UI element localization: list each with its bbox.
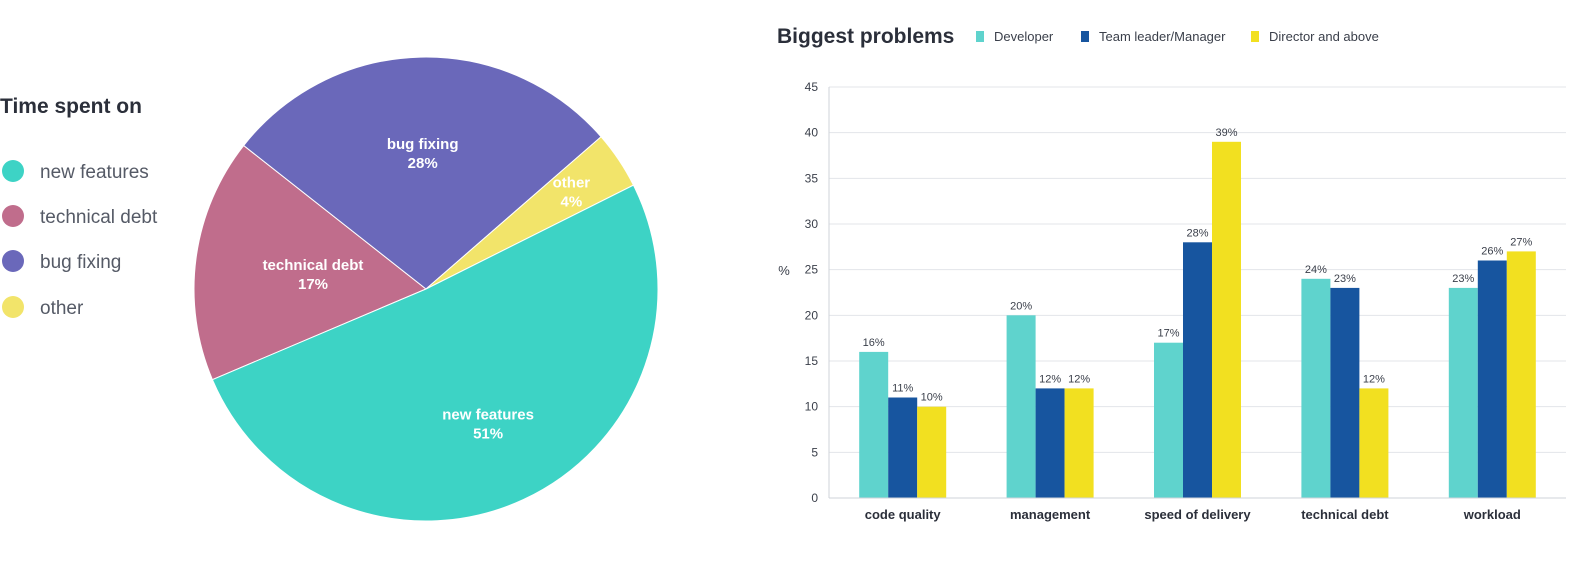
pie-legend-marker-other [2, 296, 24, 318]
bar-code-quality-director-and-above [917, 406, 947, 498]
pie-slice-value-label: 28% [408, 155, 438, 172]
bar-value-label: 10% [921, 392, 943, 404]
bar-value-label: 26% [1481, 246, 1503, 258]
bar-chart-title: Biggest problems [777, 25, 954, 48]
pie-legend-label-bug-fixing: bug fixing [40, 252, 121, 273]
bar-code-quality-team-leader-manager [888, 397, 918, 498]
pie-legend-label-technical-debt: technical debt [40, 207, 158, 228]
x-tick-label: technical debt [1301, 507, 1389, 522]
pie-slice-label: bug fixing [387, 136, 459, 153]
bar-technical-debt-team-leader-manager [1330, 287, 1360, 498]
bar-value-label: 39% [1215, 127, 1237, 139]
bar-value-label: 12% [1363, 373, 1385, 385]
pie-slice-value-label: 4% [561, 194, 583, 211]
bar-value-label: 24% [1305, 264, 1327, 276]
bar-chart: Biggest problems Developer Team leader/Ma… [777, 25, 1566, 522]
bar-value-label: 17% [1157, 328, 1179, 340]
y-tick-label: 10 [805, 400, 819, 414]
y-tick-label: 5 [811, 445, 818, 459]
bar-value-label: 23% [1452, 273, 1474, 285]
y-axis-label: % [778, 263, 790, 278]
bar-speed-of-delivery-team-leader-manager [1183, 242, 1212, 498]
bar-technical-debt-director-and-above [1359, 388, 1389, 498]
pie-legend-label-new-features: new features [40, 162, 149, 183]
x-tick-label: speed of delivery [1144, 507, 1251, 522]
bar-management-developer [1006, 315, 1036, 498]
pie-slice-bug-fixing [242, 56, 602, 290]
y-tick-label: 0 [811, 491, 818, 505]
bar-value-label: 20% [1010, 300, 1032, 312]
pie-slice-label: new features [442, 406, 534, 423]
y-tick-label: 15 [805, 354, 819, 368]
pie-legend-label-other: other [40, 298, 84, 319]
pie-slice-value-label: 17% [298, 276, 328, 293]
bar-legend-label-director-and-above: Director and above [1269, 29, 1379, 44]
bar-legend-marker-director-and-above [1251, 31, 1259, 42]
y-tick-label: 35 [805, 171, 819, 185]
bar-legend-label-developer: Developer [994, 29, 1054, 44]
bar-code-quality-developer [859, 351, 889, 498]
bar-legend-marker-team-leader-manager [1081, 31, 1089, 42]
y-tick-label: 20 [805, 308, 819, 322]
pie-legend: new features technical debt bug fixing othe… [2, 160, 158, 319]
bar-series [859, 141, 1536, 499]
y-tick-label: 45 [805, 80, 819, 94]
y-tick-label: 40 [805, 126, 819, 140]
pie-slice-technical-debt [193, 144, 427, 381]
bar-management-team-leader-manager [1035, 388, 1065, 498]
bar-workload-team-leader-manager [1477, 260, 1507, 498]
pie-slice-value-label: 51% [473, 425, 503, 442]
bar-management-director-and-above [1064, 388, 1094, 498]
pie-legend-marker-bug-fixing [2, 250, 24, 272]
pie-slices [193, 56, 659, 522]
bar-legend-label-team-leader-manager: Team leader/Manager [1099, 29, 1226, 44]
pie-slice-new-features [211, 184, 659, 522]
bar-workload-developer [1448, 287, 1478, 498]
bar-workload-director-and-above [1506, 251, 1536, 498]
pie-chart-title: Time spent on [0, 95, 142, 118]
bar-value-label: 12% [1039, 373, 1061, 385]
x-tick-label: management [1010, 507, 1091, 522]
pie-legend-marker-new-features [2, 160, 24, 182]
x-tick-label: code quality [865, 507, 942, 522]
bar-technical-debt-developer [1301, 278, 1331, 498]
x-axis: code quality management speed of delivery t… [829, 497, 1566, 522]
pie-data-labels: technical debt 17% bug fixing 28% other 4% new… [263, 136, 591, 442]
pie-legend-marker-technical-debt [2, 205, 24, 227]
bar-legend: Developer Team leader/Manager Director and… [976, 29, 1379, 44]
pie-slice-label: technical debt [263, 257, 364, 274]
bar-value-label: 12% [1068, 373, 1090, 385]
y-tick-label: 25 [805, 263, 819, 277]
bar-speed-of-delivery-director-and-above [1212, 141, 1241, 499]
bar-value-label: 28% [1186, 227, 1208, 239]
y-tick-label: 30 [805, 217, 819, 231]
bar-value-label: 11% [892, 383, 913, 395]
x-tick-label: workload [1463, 507, 1521, 522]
bar-value-label: 23% [1334, 273, 1356, 285]
bar-value-label: 16% [863, 337, 885, 349]
bar-speed-of-delivery-developer [1154, 342, 1183, 498]
pie-slice-label: other [553, 175, 591, 192]
bar-legend-marker-developer [976, 31, 984, 42]
y-axis: % 0 5 10 15 20 25 30 35 40 45 [778, 80, 830, 505]
bar-value-label: 27% [1510, 236, 1532, 248]
bar-data-labels: 16% 11% 10% 20% 12% 12% 17% 28% 39% 24% 23% 12% 23% 2… [863, 127, 1533, 404]
